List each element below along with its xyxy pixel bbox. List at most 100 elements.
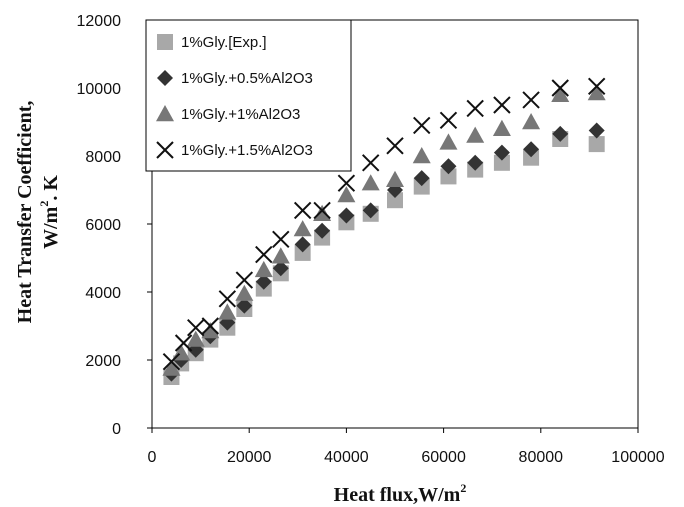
data-point-x	[313, 201, 331, 220]
y-axis-title-line1: Heat Transfer Coefficient,	[14, 101, 36, 324]
data-point-x-stroke	[386, 137, 404, 155]
data-point-x	[255, 245, 273, 264]
data-point-triangle	[492, 119, 511, 136]
y-axis-title-line2-post: . K	[40, 175, 62, 201]
data-point-diamond	[440, 158, 457, 175]
x-axis-title-text: Heat flux,W/m	[334, 484, 461, 506]
data-point-square	[523, 149, 540, 166]
data-point-x	[293, 201, 312, 220]
data-point-diamond	[294, 236, 311, 253]
series-2	[162, 84, 606, 376]
data-point-x	[551, 79, 569, 97]
y-tick-label: 12000	[77, 13, 122, 30]
data-point-diamond	[588, 122, 605, 139]
y-tick-label: 8000	[85, 149, 121, 166]
data-point-x	[201, 317, 220, 335]
legend-label: 1%Gly.+1.5%Al2O3	[181, 142, 313, 159]
data-point-x-stroke	[235, 271, 254, 289]
data-point-triangle	[293, 220, 312, 237]
data-point-x-stroke	[337, 174, 356, 192]
x-axis-title-sup: 2	[460, 481, 466, 495]
data-point-triangle	[337, 186, 356, 203]
legend-marker-triangle	[156, 105, 174, 122]
data-point-x	[218, 290, 237, 308]
data-point-x	[466, 99, 484, 118]
y-tick-label: 2000	[85, 353, 121, 370]
data-point-triangle	[218, 303, 237, 320]
y-tick-label: 10000	[77, 81, 122, 98]
data-point-x-stroke	[466, 99, 484, 118]
data-point-x-stroke	[272, 230, 290, 249]
data-point-x-stroke	[162, 352, 181, 371]
data-point-x	[162, 352, 181, 371]
data-point-x-stroke	[313, 201, 331, 220]
data-point-x	[386, 137, 404, 155]
y-axis-title: Heat Transfer Coefficient, W/m2. K	[14, 101, 62, 324]
data-point-x	[272, 230, 290, 249]
data-point-x	[337, 174, 356, 192]
data-point-square	[413, 178, 430, 195]
data-point-x-stroke	[439, 111, 458, 130]
y-axis-title-line2-pre: W/m	[40, 206, 62, 249]
x-tick-label: 40000	[324, 449, 369, 466]
x-tick-label: 20000	[227, 449, 272, 466]
data-point-diamond	[255, 273, 272, 290]
data-point-x	[439, 111, 458, 130]
series-layer	[162, 77, 606, 385]
data-point-diamond	[523, 141, 540, 158]
data-point-triangle	[466, 126, 485, 143]
data-point-diamond	[467, 154, 484, 171]
legend-label: 1%Gly.+0.5%Al2O3	[181, 70, 313, 87]
data-point-x-stroke	[413, 116, 431, 135]
legend-label: 1%Gly.+1%Al2O3	[181, 106, 300, 123]
data-point-x	[522, 91, 540, 109]
x-tick-label: 100000	[611, 449, 664, 466]
data-point-x	[174, 334, 193, 352]
series-3	[162, 77, 606, 371]
legend: 1%Gly.[Exp.] 1%Gly.+0.5%Al2O3 1%Gly.+1%Al2…	[145, 19, 352, 172]
data-point-triangle	[439, 133, 458, 150]
data-point-diamond	[552, 125, 569, 142]
data-point-diamond	[413, 170, 430, 187]
y-tick-label: 4000	[85, 285, 121, 302]
data-point-x-stroke	[255, 245, 273, 264]
data-point-triangle	[313, 204, 332, 221]
data-point-x	[235, 271, 254, 289]
data-point-x-stroke	[201, 317, 220, 335]
legend-marker-x-stroke	[156, 141, 174, 159]
data-point-triangle	[162, 359, 181, 376]
data-point-square	[440, 168, 457, 185]
legend-items: 1%Gly.[Exp.] 1%Gly.+0.5%Al2O3 1%Gly.+1%Al2…	[156, 34, 313, 159]
data-point-triangle	[271, 247, 290, 264]
y-axis-title-line2: W/m2. K	[37, 175, 62, 249]
data-point-diamond	[338, 207, 355, 224]
data-point-x	[413, 116, 431, 135]
data-point-x	[187, 318, 205, 337]
data-point-x-stroke	[587, 77, 606, 96]
data-point-x-stroke	[293, 201, 312, 220]
y-ticks: 0 2000 4000 6000 8000 10000 12000	[77, 13, 152, 438]
data-point-triangle	[587, 84, 606, 101]
data-point-diamond	[272, 260, 289, 277]
data-point-square	[588, 136, 605, 153]
x-tick-label: 0	[148, 449, 157, 466]
y-axis-title-line2-sup: 2	[37, 201, 51, 207]
data-point-square	[493, 154, 510, 171]
data-point-square	[294, 244, 311, 261]
legend-marker-diamond	[157, 70, 173, 86]
data-point-diamond	[493, 144, 510, 161]
y-tick-label: 6000	[85, 217, 121, 234]
data-point-x-stroke	[187, 318, 205, 337]
data-point-square	[387, 192, 403, 209]
x-axis-title: Heat flux,W/m2	[334, 481, 467, 506]
data-point-triangle	[201, 322, 220, 339]
data-point-triangle	[412, 147, 431, 164]
x-tick-label: 80000	[519, 449, 564, 466]
data-point-x-stroke	[551, 79, 569, 97]
data-point-x-stroke	[493, 96, 511, 114]
y-tick-label: 0	[112, 421, 121, 438]
data-point-triangle	[386, 170, 404, 187]
data-point-triangle	[522, 113, 541, 130]
data-point-triangle	[254, 260, 273, 278]
